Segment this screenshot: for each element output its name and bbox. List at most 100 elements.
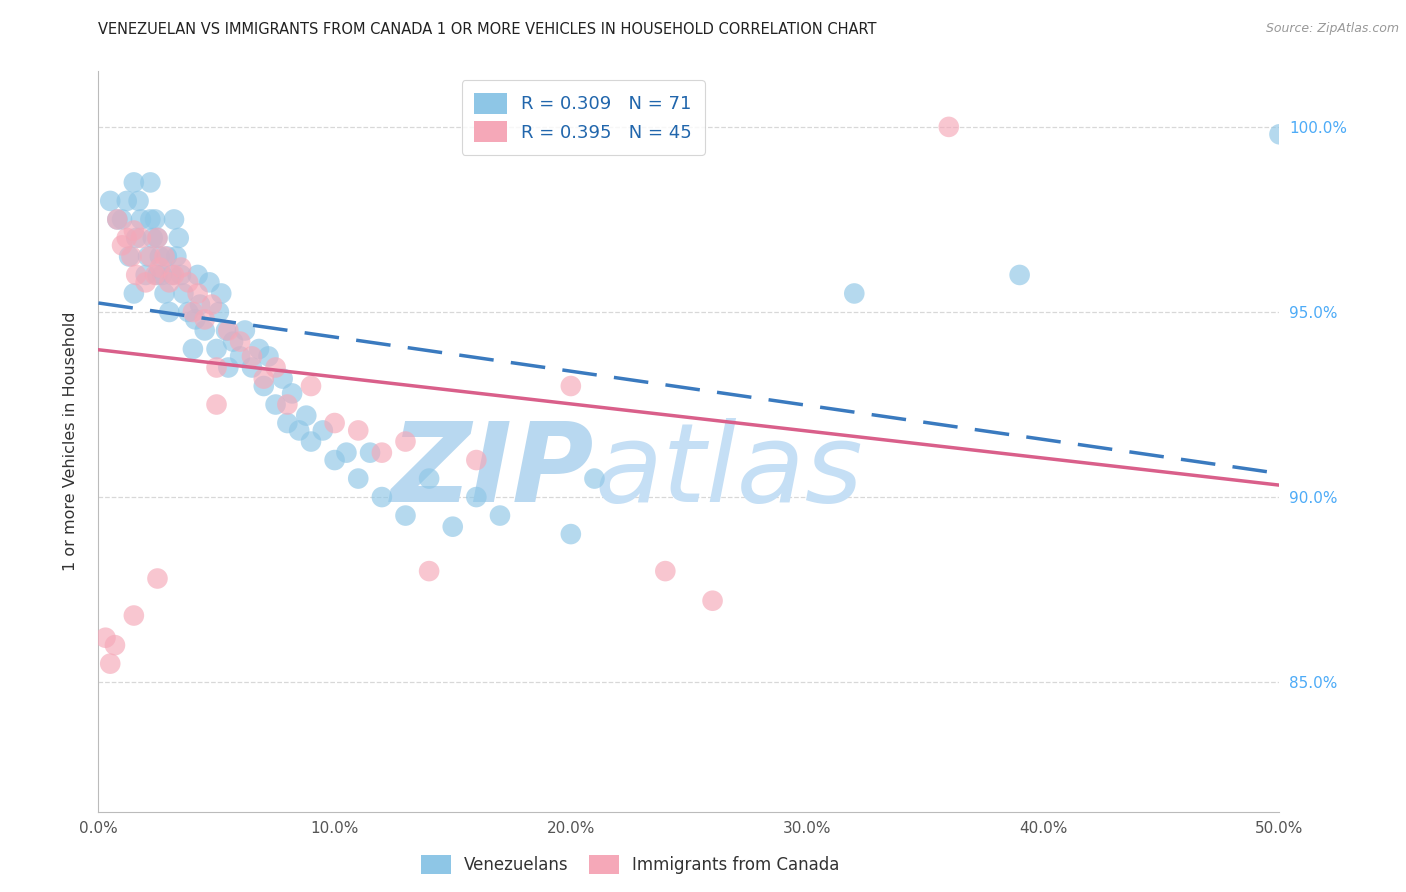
Point bbox=[276, 416, 298, 430]
Point bbox=[844, 286, 866, 301]
Point bbox=[205, 342, 228, 356]
Point bbox=[111, 212, 134, 227]
Point bbox=[264, 397, 287, 411]
Point bbox=[215, 323, 238, 337]
Point bbox=[233, 323, 256, 337]
Point bbox=[288, 424, 311, 438]
Point bbox=[128, 194, 150, 208]
Point bbox=[170, 260, 193, 275]
Point bbox=[94, 631, 117, 645]
Point bbox=[143, 268, 166, 282]
Point bbox=[441, 519, 464, 533]
Point bbox=[465, 453, 488, 467]
Point bbox=[153, 249, 176, 263]
Point bbox=[139, 175, 162, 189]
Point bbox=[257, 350, 280, 364]
Point bbox=[122, 286, 145, 301]
Point bbox=[188, 297, 211, 311]
Point bbox=[205, 397, 228, 411]
Point bbox=[276, 397, 298, 411]
Point bbox=[1268, 128, 1291, 142]
Point bbox=[222, 334, 245, 349]
Point bbox=[165, 249, 187, 263]
Point bbox=[654, 564, 676, 578]
Point bbox=[181, 342, 204, 356]
Point bbox=[98, 194, 121, 208]
Point bbox=[105, 212, 128, 227]
Point bbox=[177, 305, 200, 319]
Point bbox=[205, 360, 228, 375]
Point bbox=[295, 409, 318, 423]
Point bbox=[247, 342, 270, 356]
Point bbox=[253, 379, 276, 393]
Point bbox=[115, 231, 138, 245]
Point bbox=[118, 249, 141, 263]
Point bbox=[98, 657, 121, 671]
Point bbox=[209, 286, 232, 301]
Point bbox=[150, 268, 173, 282]
Point bbox=[153, 286, 176, 301]
Point bbox=[281, 386, 304, 401]
Point bbox=[122, 608, 145, 623]
Point bbox=[194, 312, 217, 326]
Legend: Venezuelans, Immigrants from Canada: Venezuelans, Immigrants from Canada bbox=[413, 848, 846, 881]
Point bbox=[489, 508, 512, 523]
Point bbox=[104, 638, 127, 652]
Point bbox=[115, 194, 138, 208]
Point bbox=[465, 490, 488, 504]
Point bbox=[240, 350, 263, 364]
Point bbox=[323, 416, 346, 430]
Point bbox=[181, 305, 204, 319]
Point bbox=[184, 312, 207, 326]
Point bbox=[394, 434, 416, 449]
Point bbox=[146, 231, 169, 245]
Point bbox=[198, 276, 221, 290]
Point bbox=[156, 249, 179, 263]
Point bbox=[560, 527, 582, 541]
Point bbox=[418, 564, 440, 578]
Point bbox=[163, 268, 186, 282]
Point bbox=[125, 268, 148, 282]
Point bbox=[194, 323, 217, 337]
Point bbox=[122, 175, 145, 189]
Point bbox=[139, 212, 162, 227]
Text: ZIP: ZIP bbox=[391, 417, 595, 524]
Point bbox=[359, 445, 381, 459]
Point bbox=[253, 371, 276, 385]
Point bbox=[149, 260, 172, 275]
Point bbox=[167, 231, 190, 245]
Point bbox=[347, 424, 370, 438]
Point bbox=[418, 471, 440, 485]
Text: Source: ZipAtlas.com: Source: ZipAtlas.com bbox=[1265, 22, 1399, 36]
Point bbox=[146, 572, 169, 586]
Point bbox=[129, 212, 152, 227]
Point bbox=[122, 223, 145, 237]
Point bbox=[121, 249, 143, 263]
Point bbox=[157, 276, 180, 290]
Point bbox=[139, 249, 162, 263]
Point bbox=[240, 360, 263, 375]
Point bbox=[217, 360, 239, 375]
Point bbox=[217, 323, 239, 337]
Point bbox=[111, 238, 134, 252]
Point bbox=[143, 212, 166, 227]
Point bbox=[149, 249, 172, 263]
Point bbox=[583, 471, 606, 485]
Point bbox=[229, 334, 252, 349]
Point bbox=[136, 249, 159, 263]
Point bbox=[1008, 268, 1031, 282]
Point bbox=[208, 305, 231, 319]
Point bbox=[157, 305, 180, 319]
Point bbox=[229, 350, 252, 364]
Point bbox=[371, 445, 394, 459]
Point bbox=[187, 268, 209, 282]
Point bbox=[146, 231, 169, 245]
Point bbox=[394, 508, 416, 523]
Point bbox=[146, 268, 169, 282]
Point bbox=[299, 379, 322, 393]
Point bbox=[187, 286, 209, 301]
Text: atlas: atlas bbox=[595, 417, 863, 524]
Point bbox=[160, 268, 183, 282]
Point bbox=[371, 490, 394, 504]
Point bbox=[201, 297, 224, 311]
